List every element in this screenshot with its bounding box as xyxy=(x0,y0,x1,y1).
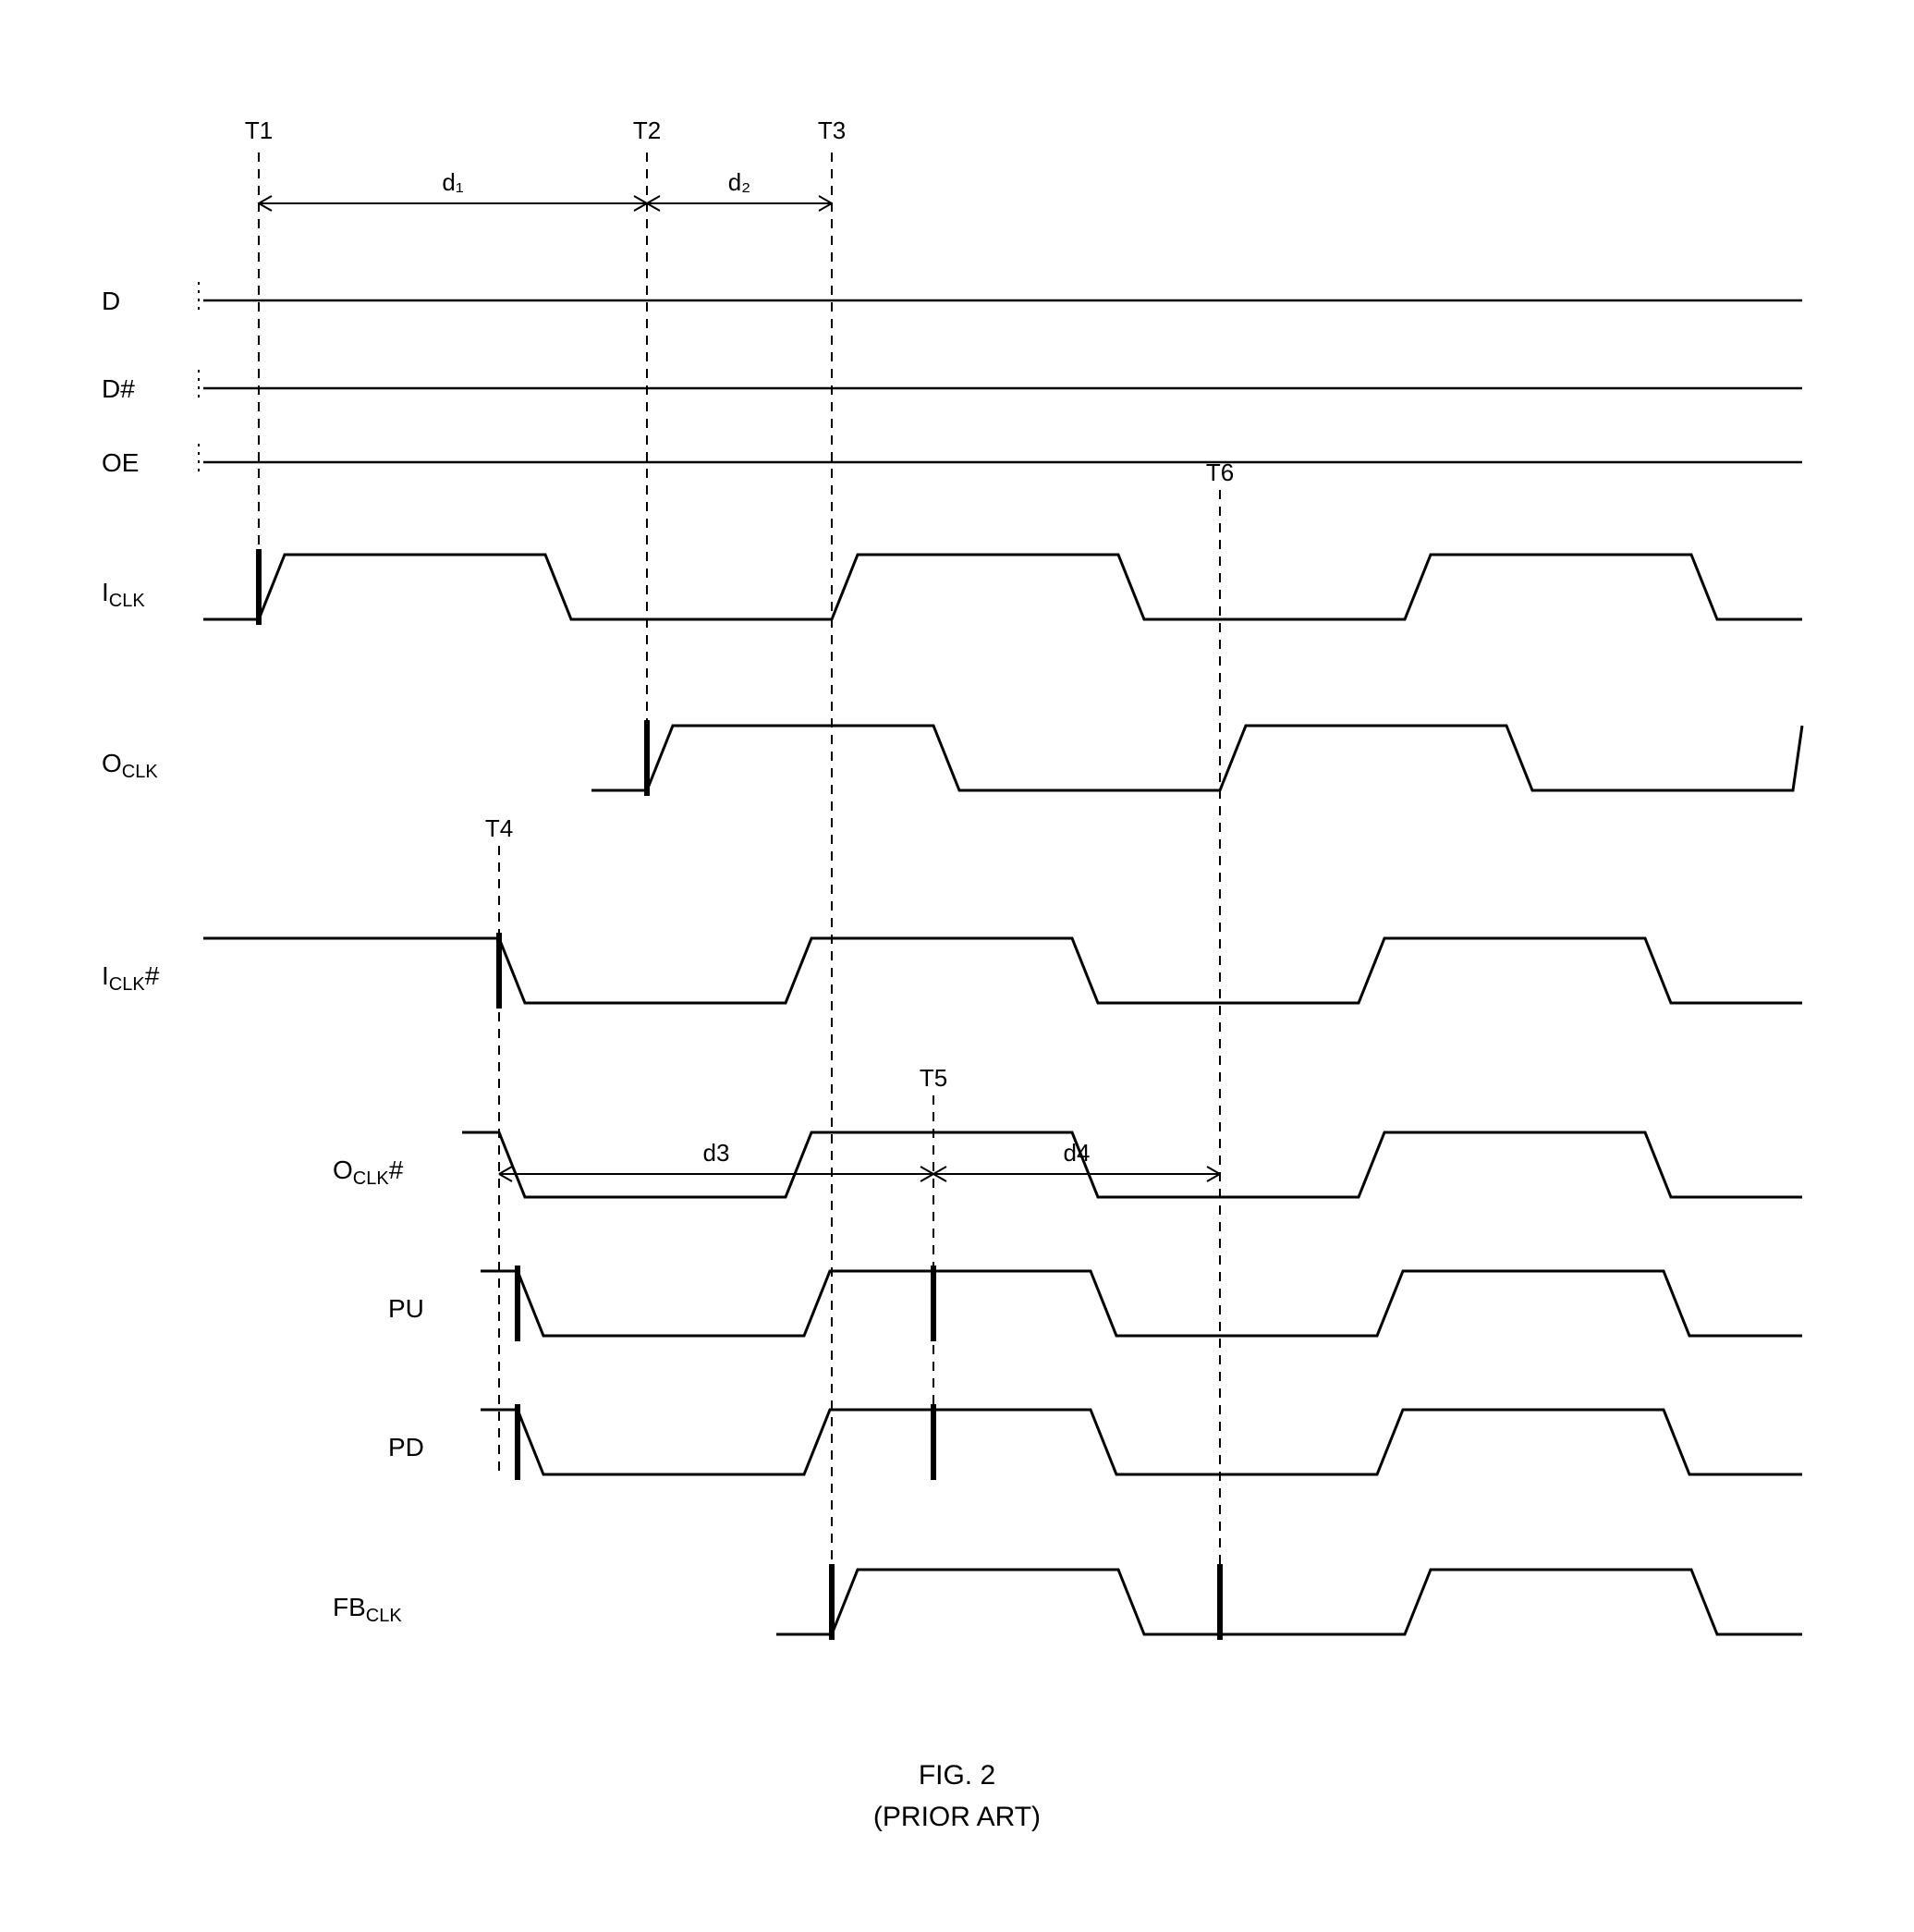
svg-text:d₂: d₂ xyxy=(728,168,751,196)
svg-text:T5: T5 xyxy=(920,1064,947,1092)
svg-text:d₁: d₁ xyxy=(442,168,463,196)
svg-text:d3: d3 xyxy=(703,1139,730,1167)
svg-text:T1: T1 xyxy=(245,116,273,144)
svg-text:PU: PU xyxy=(388,1294,424,1323)
timing-diagram: D D# OE ICLK OCLK ICLK# OCLK# PU PD FBCLK T1 T2 T3 T4… xyxy=(0,0,1914,1932)
svg-text:OE: OE xyxy=(102,448,139,477)
signal-ICLK xyxy=(203,555,1802,619)
svg-text:OCLK: OCLK xyxy=(102,749,158,782)
signal-PU xyxy=(481,1271,1802,1336)
signal-PD xyxy=(481,1410,1802,1474)
svg-text:T3: T3 xyxy=(818,116,846,144)
signal-OCLKh xyxy=(462,1132,1802,1197)
svg-text:T6: T6 xyxy=(1206,459,1234,486)
svg-text:FIG. 2: FIG. 2 xyxy=(919,1760,995,1791)
signal-OCLK xyxy=(591,726,1802,790)
svg-text:d4: d4 xyxy=(1064,1139,1091,1167)
svg-text:ICLK: ICLK xyxy=(102,578,145,611)
svg-text:OCLK#: OCLK# xyxy=(333,1156,404,1189)
svg-text:(PRIOR ART): (PRIOR ART) xyxy=(873,1802,1041,1832)
svg-text:D: D xyxy=(102,287,120,315)
svg-text:T4: T4 xyxy=(485,814,513,842)
signal-FBCLK xyxy=(776,1570,1802,1634)
svg-text:FBCLK: FBCLK xyxy=(333,1593,402,1626)
svg-text:ICLK#: ICLK# xyxy=(102,961,160,995)
svg-text:T2: T2 xyxy=(633,116,661,144)
signal-ICLKh xyxy=(203,938,1802,1003)
svg-text:PD: PD xyxy=(388,1433,424,1461)
svg-text:D#: D# xyxy=(102,374,135,403)
